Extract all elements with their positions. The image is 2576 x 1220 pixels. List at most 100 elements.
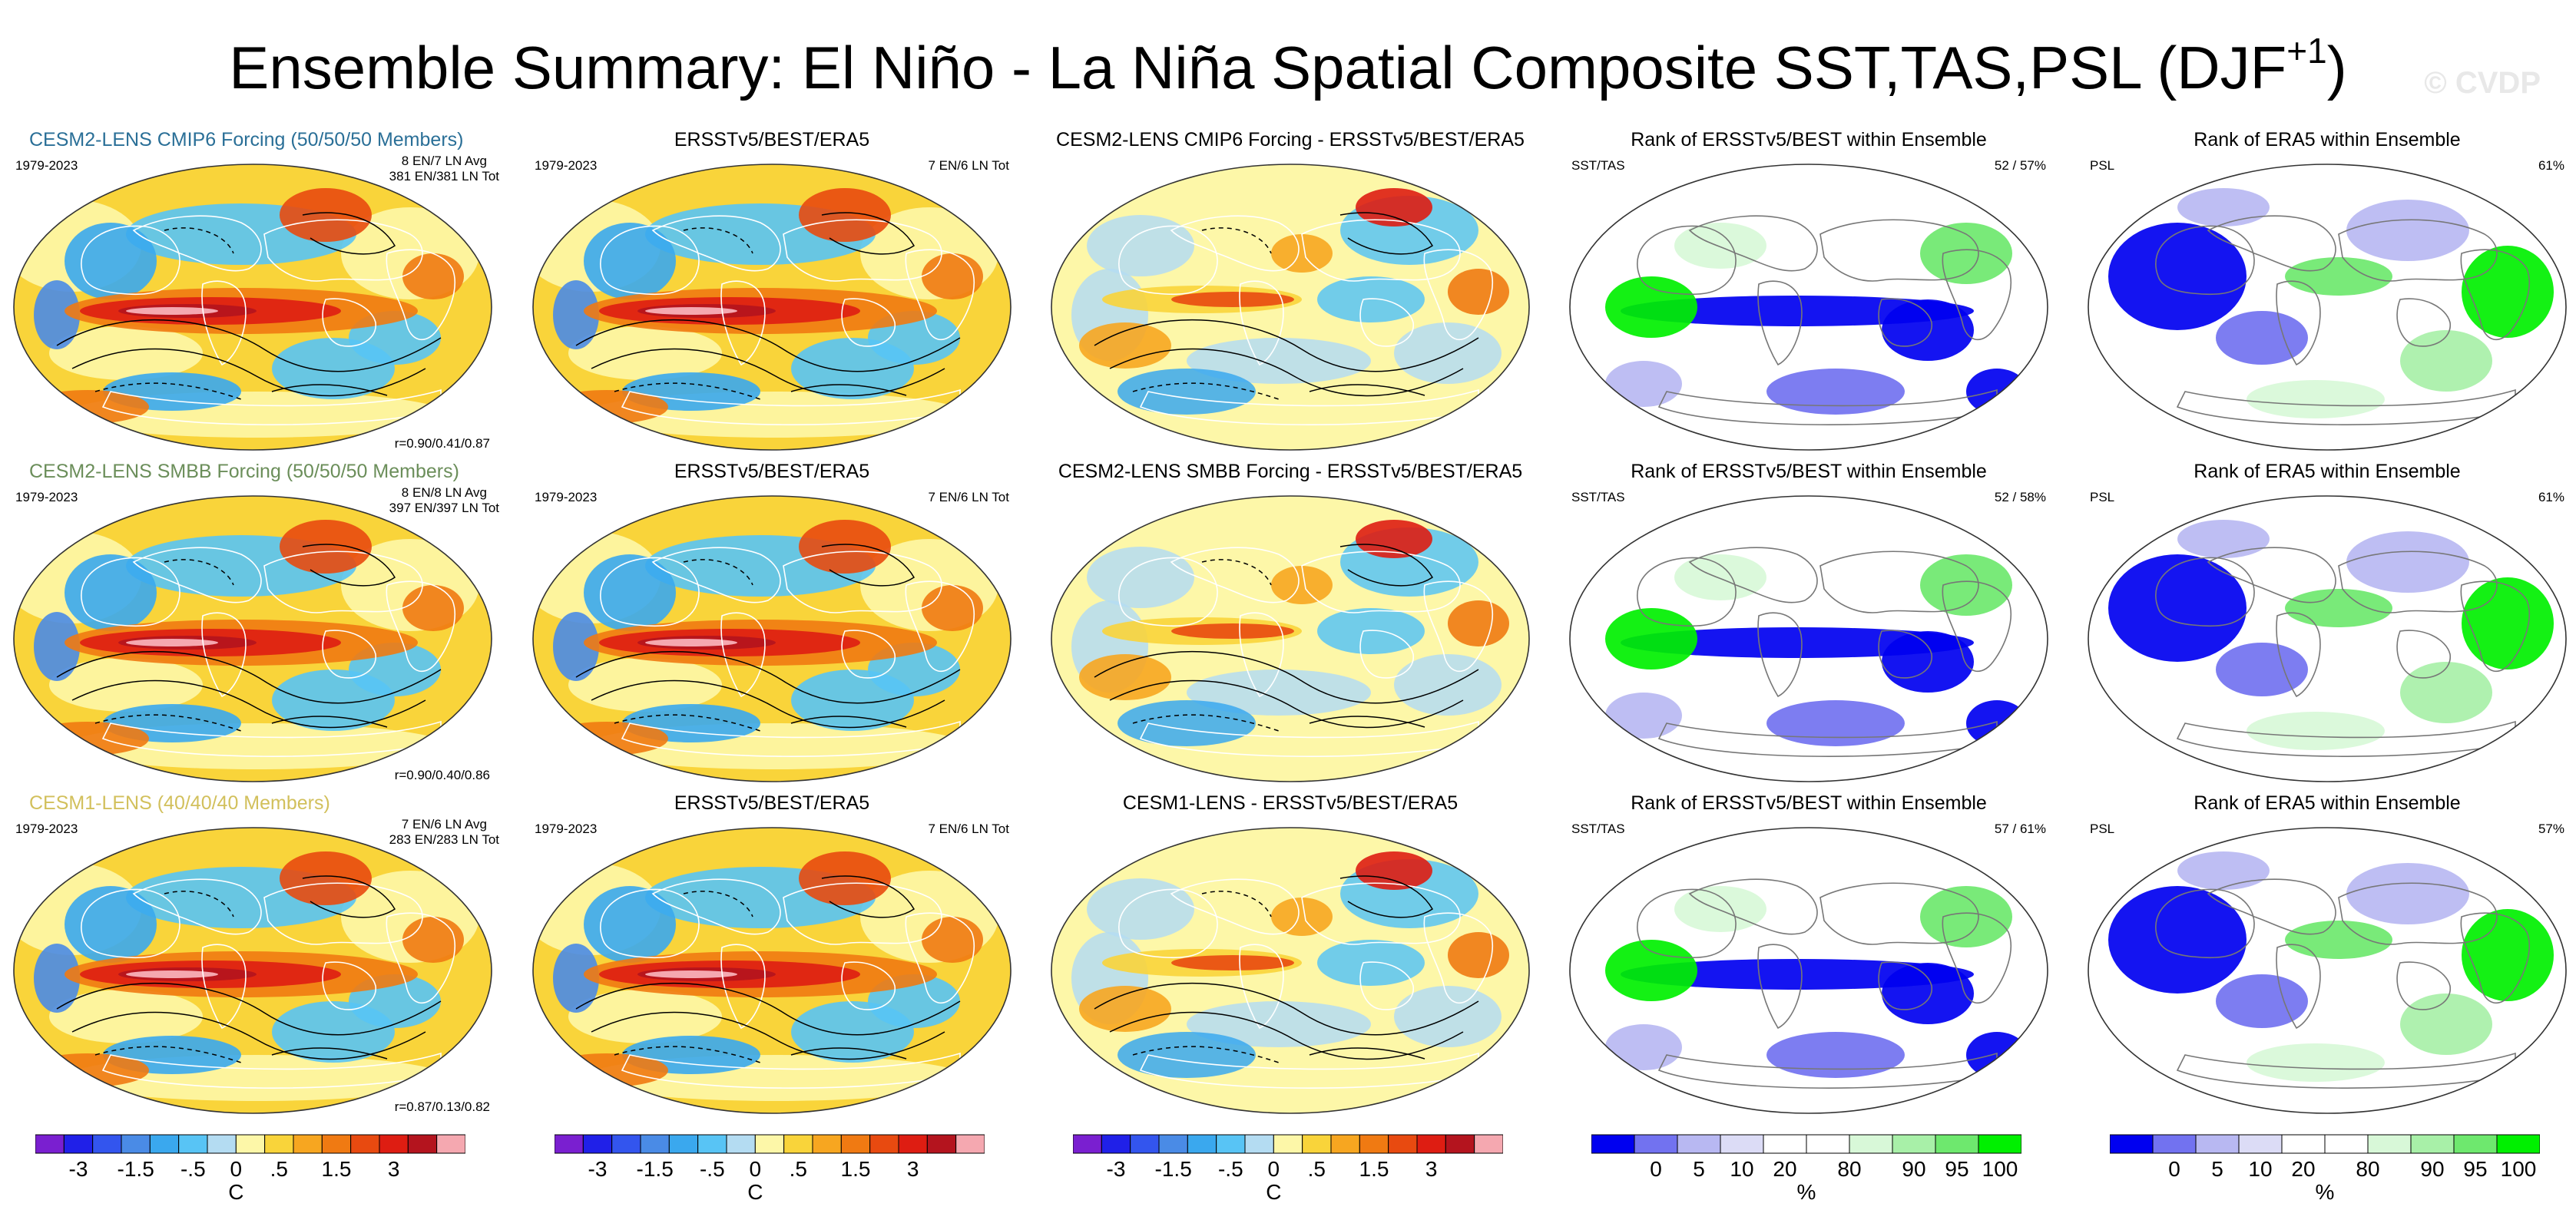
period-label: 1979-2023 — [535, 490, 598, 504]
colorbar-segment — [63, 1134, 94, 1154]
colorbar-segment — [2324, 1134, 2369, 1154]
colorbar-segment — [840, 1134, 871, 1154]
panel-title: Rank of ERA5 within Ensemble — [2194, 461, 2461, 482]
colorbar-segment — [668, 1134, 699, 1154]
colorbar-segment — [2110, 1134, 2154, 1154]
colorbar-tick-label: 5 — [2211, 1157, 2223, 1181]
rank-percent: 52 / 58% — [1994, 490, 2046, 504]
colorbar-segment — [812, 1134, 842, 1154]
colorbar-segment — [1101, 1134, 1131, 1154]
colorbar-tick-label: 0 — [1650, 1157, 1662, 1181]
colorbar-tick-label: -1.5 — [636, 1157, 674, 1181]
rank-colorbar: 0 5 10 20 80 90 95 100% — [1591, 1134, 2021, 1211]
map-panel-r3-psl: Rank of ERA5 within Ensemble PSL 57% — [2085, 792, 2569, 1116]
colorbar-segment — [1073, 1134, 1102, 1154]
colorbar-unit: C — [228, 1180, 244, 1204]
colorbar-segment — [582, 1134, 613, 1154]
panel-title: ERSSTv5/BEST/ERA5 — [674, 129, 870, 150]
colorbar-tick-label: .5 — [789, 1157, 808, 1181]
colorbar-tick-label: 100 — [1982, 1157, 2018, 1181]
avg-counts: 8 EN/7 LN Avg — [401, 154, 487, 168]
map-panel-r2-model: CESM2-LENS SMBB Forcing (50/50/50 Member… — [11, 461, 499, 785]
colorbar-segment — [697, 1134, 727, 1154]
colorbar-tick-label: 90 — [1902, 1157, 1926, 1181]
panel-title: Rank of ERSSTv5/BEST within Ensemble — [1631, 461, 1987, 482]
colorbar-tick-label: 3 — [1425, 1157, 1438, 1181]
colorbar-segment — [1935, 1134, 1979, 1154]
globe-map — [2088, 164, 2567, 451]
map-panel-r1-diff: CESM2-LENS CMIP6 Forcing - ERSSTv5/BEST/… — [1048, 129, 1532, 453]
colorbar-segment — [1388, 1134, 1418, 1154]
panel-title: CESM2-LENS CMIP6 Forcing - ERSSTv5/BEST/… — [1056, 129, 1525, 150]
colorbar-tick-label: 10 — [2248, 1157, 2273, 1181]
colorbar-tick-label: -3 — [1106, 1157, 1126, 1181]
colorbar-segment — [121, 1134, 151, 1154]
colorbar-segment — [1359, 1134, 1389, 1154]
colorbar-tick-label: -3 — [68, 1157, 88, 1181]
colorbar-segment — [869, 1134, 899, 1154]
panel-title: Rank of ERSSTv5/BEST within Ensemble — [1631, 792, 1987, 814]
colorbar-segment — [1187, 1134, 1217, 1154]
colorbar-segment — [955, 1134, 985, 1154]
colorbar-segment — [1806, 1134, 1850, 1154]
colorbar-segment — [407, 1134, 438, 1154]
colorbar-segment — [783, 1134, 813, 1154]
anomaly-colorbar: -3 -1.5 -.5 0 .5 1.5 3 C — [555, 1134, 985, 1211]
period-label: 1979-2023 — [15, 490, 78, 504]
colorbar-segment — [321, 1134, 352, 1154]
map-panel-r1-model: CESM2-LENS CMIP6 Forcing (50/50/50 Membe… — [11, 129, 499, 453]
rank-percent: 52 / 57% — [1994, 158, 2046, 173]
tot-counts: 381 EN/381 LN Tot — [389, 169, 499, 183]
colorbar-segment — [1244, 1134, 1274, 1154]
globe-map — [1569, 827, 2048, 1114]
map-panel-r1-sst: Rank of ERSSTv5/BEST within Ensemble SST/… — [1567, 129, 2051, 453]
colorbar-segment — [2367, 1134, 2412, 1154]
panel-title: Rank of ERA5 within Ensemble — [2194, 129, 2461, 150]
colorbar-segment — [379, 1134, 409, 1154]
colorbar-tick-label: 90 — [2420, 1157, 2445, 1181]
variable-label: PSL — [2090, 822, 2115, 836]
panel-title: ERSSTv5/BEST/ERA5 — [674, 792, 870, 814]
colorbar-segment — [1591, 1134, 1635, 1154]
colorbar-segment — [2195, 1134, 2240, 1154]
colorbar-segment — [1445, 1134, 1475, 1154]
colorbar-segment — [2238, 1134, 2283, 1154]
colorbar-tick-label: 3 — [906, 1157, 919, 1181]
colorbar-segment — [1720, 1134, 1764, 1154]
pattern-correlation: r=0.90/0.40/0.86 — [394, 768, 490, 782]
anomaly-colorbar: -3 -1.5 -.5 0 .5 1.5 3 C — [1073, 1134, 1503, 1211]
tot-counts: 397 EN/397 LN Tot — [389, 501, 499, 515]
colorbar-segment — [726, 1134, 756, 1154]
map-panel-r1-psl: Rank of ERA5 within Ensemble PSL 61% — [2085, 129, 2569, 453]
rank-percent: 57% — [2538, 822, 2564, 836]
colorbar-segment — [2410, 1134, 2455, 1154]
colorbar-unit: % — [2315, 1180, 2335, 1204]
panel-title: Rank of ERSSTv5/BEST within Ensemble — [1631, 129, 1987, 150]
colorbar-segment — [1978, 1134, 2021, 1154]
colorbar-segment — [293, 1134, 323, 1154]
colorbar-segment — [1677, 1134, 1721, 1154]
rank-colorbar: 0 5 10 20 80 90 95 100% — [2110, 1134, 2540, 1211]
colorbar-tick-label: 5 — [1693, 1157, 1705, 1181]
obs-counts: 7 EN/6 LN Tot — [928, 158, 1009, 173]
globe-map — [532, 164, 1012, 451]
colorbar-tick-label: -3 — [588, 1157, 608, 1181]
map-panel-r3-diff: CESM1-LENS - ERSSTv5/BEST/ERA5 — [1048, 792, 1532, 1116]
colorbar-segment — [1892, 1134, 1936, 1154]
globe-map — [2088, 827, 2567, 1114]
rank-percent: 61% — [2538, 158, 2564, 173]
colorbar-segment — [555, 1134, 584, 1154]
variable-label: SST/TAS — [1571, 158, 1625, 173]
colorbar-segment — [1273, 1134, 1303, 1154]
globe-map — [1569, 495, 2048, 782]
map-panel-r2-obs: ERSSTv5/BEST/ERA5 1979-2023 7 EN/6 LN Tot — [530, 461, 1014, 785]
colorbar-unit: % — [1796, 1180, 1816, 1204]
colorbar-tick-label: 3 — [387, 1157, 400, 1181]
colorbar-segment — [350, 1134, 380, 1154]
globe-map — [1569, 164, 2048, 451]
pattern-correlation: r=0.87/0.13/0.82 — [394, 1099, 490, 1114]
colorbar-tick-label: -.5 — [699, 1157, 725, 1181]
map-panel-r3-obs: ERSSTv5/BEST/ERA5 1979-2023 7 EN/6 LN Tot — [530, 792, 1014, 1116]
obs-counts: 7 EN/6 LN Tot — [928, 822, 1009, 836]
map-panel-r3-sst: Rank of ERSSTv5/BEST within Ensemble SST/… — [1567, 792, 2051, 1116]
